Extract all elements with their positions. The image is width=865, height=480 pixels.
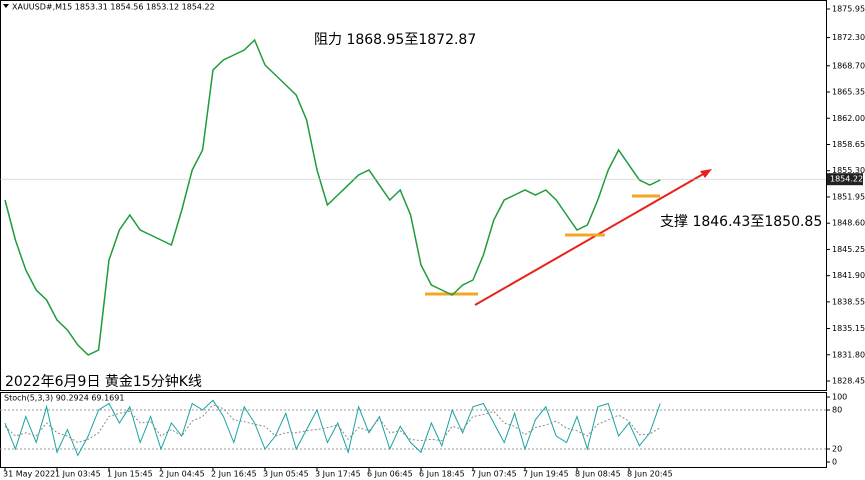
x-tick-label: 8 Jun 20:45 (627, 470, 673, 479)
x-tick-label: 1 Jun 03:45 (55, 470, 101, 479)
x-tick-label: 2 Jun 16:45 (211, 470, 257, 479)
stoch-frame (0, 392, 827, 468)
last-price-label: 1854.22 (830, 175, 863, 184)
y-tick-label: 1862.00 (832, 114, 865, 123)
y-tick-label: 1845.25 (832, 245, 865, 254)
y-tick-label: 1868.70 (832, 61, 865, 70)
y-tick-label: 1872.30 (832, 33, 865, 42)
y-tick-label: 1858.65 (832, 140, 865, 149)
y-tick-label: 1835.15 (832, 324, 865, 333)
x-tick-label: 31 May 2022 (3, 470, 55, 479)
y-tick-label: 1855.30 (832, 166, 865, 175)
series-line (4, 404, 661, 444)
date-note: 2022年6月9日 黄金15分钟K线 (5, 373, 202, 390)
y-tick-label: 1865.35 (832, 88, 865, 97)
x-tick-label: 6 Jun 18:45 (419, 470, 465, 479)
trend-line (474, 172, 706, 306)
x-tick-label: 7 Jun 19:45 (523, 470, 569, 479)
stoch-title: Stoch(5,3,3) 90.2924 69.1691 (4, 394, 124, 403)
y-tick-label: 1851.95 (832, 192, 865, 201)
symbol-icon (3, 4, 9, 8)
support-note: 支撑 1846.43至1850.85 (660, 214, 822, 230)
x-tick-label: 1 Jun 15:45 (107, 470, 153, 479)
y-tick-label: 1848.60 (832, 219, 865, 228)
y-tick-label: 1838.55 (832, 297, 865, 306)
x-tick-label: 3 Jun 05:45 (263, 470, 309, 479)
x-tick-label: 2 Jun 04:45 (159, 470, 205, 479)
series-line (4, 38, 661, 356)
y-tick-label: 1828.45 (832, 376, 865, 385)
y-tick-label: 100 (832, 393, 847, 402)
main-frame (0, 0, 827, 391)
y-tick-label: 80 (832, 406, 842, 415)
series-line (4, 399, 661, 457)
x-tick-label: 3 Jun 17:45 (315, 470, 361, 479)
x-tick-label: 7 Jun 07:45 (471, 470, 517, 479)
y-tick-label: 1831.80 (832, 350, 865, 359)
x-tick-label: 8 Jun 08:45 (575, 470, 621, 479)
chart-title: XAUUSD#,M15 1853.31 1854.56 1853.12 1854… (12, 3, 215, 12)
last-price-box (827, 173, 863, 186)
y-tick-label: 20 (832, 445, 842, 454)
trend-arrow (700, 169, 712, 178)
y-tick-label: 1875.95 (832, 5, 865, 14)
x-tick-label: 6 Jun 06:45 (367, 470, 413, 479)
y-tick-label: 1841.90 (832, 271, 865, 280)
y-tick-label: 0 (832, 457, 837, 466)
resistance-note: 阻力 1868.95至1872.87 (314, 32, 476, 48)
